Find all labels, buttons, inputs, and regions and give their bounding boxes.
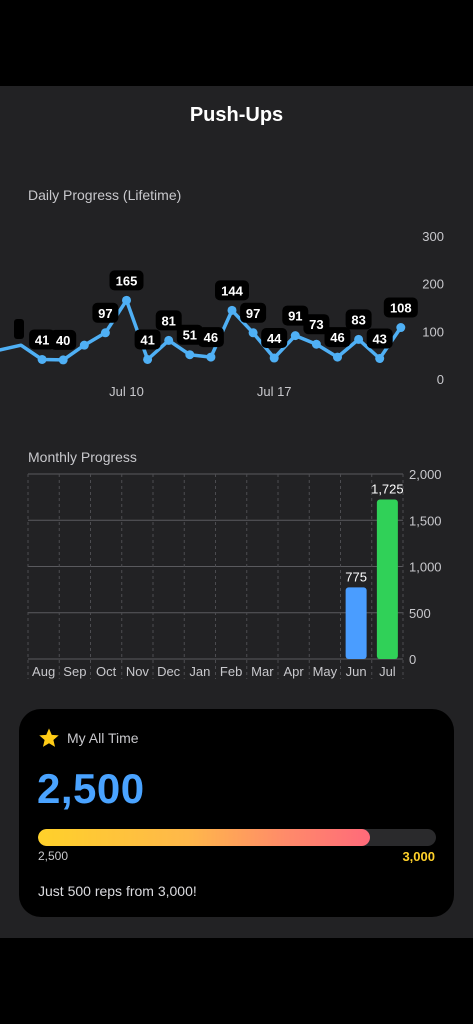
daily-data-point	[58, 355, 68, 365]
daily-chart-label: Daily Progress (Lifetime)	[28, 187, 182, 203]
daily-progress-chart[interactable]: 300 200 100 0 Jul 10 Jul 17 41 40 97 165 41 81 51 46 1…	[0, 215, 473, 415]
monthly-x-tick: Oct	[96, 664, 117, 679]
monthly-bar-label: 1,725	[371, 481, 404, 496]
daily-data-label-bg	[14, 319, 24, 339]
daily-data-point	[164, 335, 174, 345]
monthly-y-tick: 500	[409, 606, 431, 621]
daily-data-point	[227, 305, 237, 315]
monthly-chart-label: Monthly Progress	[28, 449, 137, 465]
daily-data-point	[375, 354, 385, 364]
daily-data-label-bg	[109, 270, 144, 291]
all-time-label: My All Time	[67, 730, 139, 746]
monthly-x-tick: Dec	[157, 664, 181, 679]
daily-data-label-bg	[240, 302, 267, 323]
daily-data-label-bg	[176, 324, 203, 345]
monthly-x-tick: Apr	[284, 664, 305, 679]
daily-data-point	[333, 352, 342, 362]
progress-goal-label: 3,000	[402, 849, 435, 864]
daily-data-label: 165	[116, 273, 138, 288]
daily-data-label-bg	[345, 309, 372, 330]
daily-data-label-bg	[215, 280, 249, 301]
all-time-card: My All Time 2,500 2,500 3,000 Just 500 r…	[19, 709, 454, 917]
daily-data-point	[248, 328, 258, 338]
daily-y-tick: 0	[437, 372, 444, 387]
daily-data-label: 91	[288, 309, 302, 324]
daily-data-label: 108	[390, 301, 412, 316]
daily-data-point	[396, 323, 406, 333]
daily-data-point	[311, 339, 321, 349]
daily-data-label: 43	[372, 332, 386, 347]
daily-data-label: 41	[140, 332, 154, 347]
monthly-x-tick: Jan	[189, 664, 210, 679]
monthly-y-tick: 1,000	[409, 560, 442, 575]
page-title: Push-Ups	[189, 104, 284, 126]
daily-data-point	[100, 328, 110, 338]
daily-data-point	[122, 295, 131, 305]
goal-progress-fill	[38, 829, 370, 846]
daily-x-tick: Jul 17	[257, 384, 292, 399]
daily-data-label: 46	[204, 330, 218, 345]
monthly-y-tick: 0	[409, 652, 416, 667]
daily-data-label-bg	[366, 328, 393, 349]
daily-data-label: 41	[35, 332, 49, 347]
all-time-total: 2,500	[37, 765, 145, 812]
daily-data-label-bg	[134, 329, 161, 350]
monthly-x-tick: Sep	[63, 664, 86, 679]
monthly-x-tick: May	[313, 664, 338, 679]
monthly-x-tick: Aug	[32, 664, 55, 679]
monthly-x-tick: Jul	[379, 664, 396, 679]
daily-data-label: 97	[246, 306, 260, 321]
daily-y-tick: 100	[422, 324, 444, 339]
monthly-progress-chart[interactable]: 2,000 1,500 1,000 500 0 Aug Sep Oct Nov Dec Jan Feb…	[0, 462, 473, 690]
daily-data-point	[37, 354, 47, 364]
daily-data-point	[185, 350, 195, 360]
daily-data-label-bg	[92, 302, 119, 323]
monthly-x-tick: Feb	[220, 664, 242, 679]
daily-data-point	[354, 334, 364, 344]
daily-data-point	[206, 352, 216, 362]
daily-data-point	[290, 331, 300, 341]
monthly-bar	[345, 587, 367, 659]
star-icon	[39, 728, 59, 747]
daily-data-label: 51	[183, 328, 197, 343]
monthly-x-tick: Jun	[346, 664, 367, 679]
daily-data-label-bg	[303, 314, 330, 335]
daily-data-label: 83	[351, 312, 365, 327]
daily-data-label: 81	[161, 313, 175, 328]
daily-data-label: 40	[56, 333, 70, 348]
monthly-x-tick: Mar	[251, 664, 274, 679]
daily-data-label: 144	[221, 283, 243, 298]
progress-current-label: 2,500	[38, 849, 69, 863]
progress-message: Just 500 reps from 3,000!	[38, 883, 197, 899]
monthly-bar-label: 775	[345, 569, 367, 584]
daily-data-label: 46	[330, 330, 344, 345]
daily-data-label-bg	[50, 329, 77, 350]
monthly-y-tick: 2,000	[409, 467, 442, 482]
daily-data-label-bg	[282, 305, 309, 326]
daily-data-label-bg	[197, 327, 224, 348]
daily-data-label-bg	[324, 327, 351, 348]
daily-data-label: 97	[98, 306, 112, 321]
daily-y-tick: 300	[422, 229, 444, 244]
monthly-bar	[376, 499, 398, 659]
daily-data-label: 73	[309, 317, 323, 332]
monthly-x-tick: Nov	[126, 664, 150, 679]
daily-data-point	[269, 353, 279, 363]
daily-x-tick: Jul 10	[109, 384, 144, 399]
daily-data-label-bg	[261, 328, 288, 349]
daily-data-label-bg	[29, 329, 56, 350]
daily-data-label: 44	[267, 331, 282, 346]
daily-data-point	[79, 340, 89, 350]
goal-progress-bar	[38, 829, 436, 846]
daily-data-point	[143, 354, 153, 364]
daily-data-label-bg	[155, 310, 182, 331]
monthly-y-tick: 1,500	[409, 513, 442, 528]
daily-data-label-bg	[383, 297, 418, 318]
daily-y-tick: 200	[422, 277, 444, 292]
